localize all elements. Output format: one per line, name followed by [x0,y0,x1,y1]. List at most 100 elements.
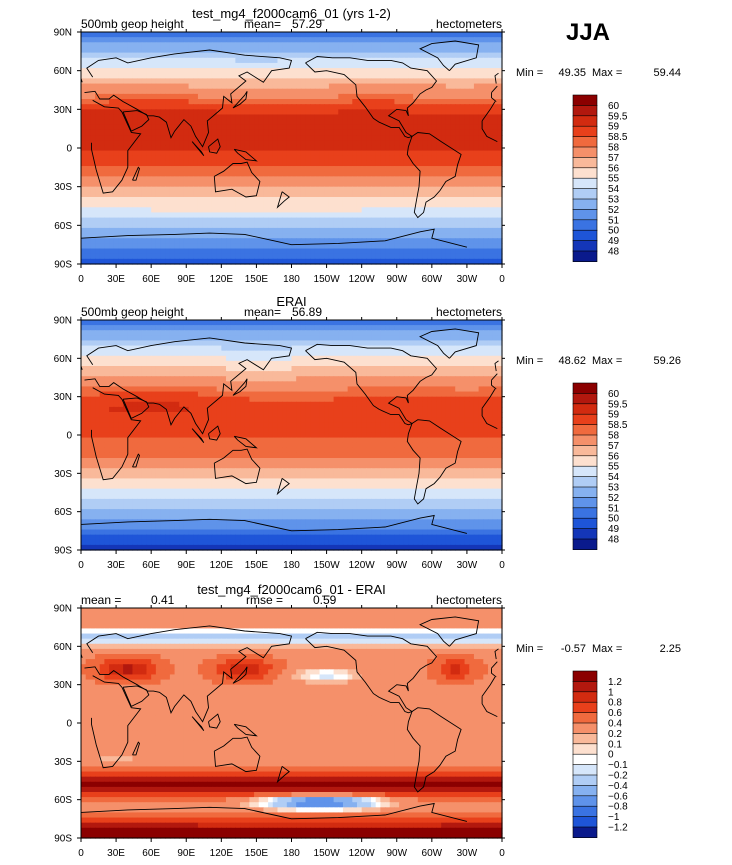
heatmap-cell [291,176,297,183]
heatmap-cell [427,57,433,64]
heatmap-cell [249,73,255,79]
heatmap-cell [445,83,452,90]
heatmap-cell [366,340,372,347]
heatmap-cell [413,345,419,352]
heatmap-cell [85,366,91,372]
heatmap-cell [104,57,110,64]
heatmap-cell [497,114,503,121]
heatmap-cell [263,196,269,203]
heatmap-cell [272,129,279,136]
heatmap-cell [221,253,227,260]
heatmap-cell [183,325,190,331]
heatmap-cell [469,325,475,331]
heatmap-cell [169,222,176,229]
heatmap-cell [361,145,367,152]
heatmap-cell [272,335,279,342]
heatmap-cell [99,52,105,59]
heatmap-cell [441,191,447,198]
heatmap-cell [99,176,105,183]
heatmap-cell [165,52,171,59]
heatmap-cell [305,243,311,250]
heatmap-cell [109,150,115,157]
heatmap-cell [300,88,307,95]
heatmap-cell [249,124,255,131]
heatmap-cell [310,99,316,105]
heatmap-cell [169,355,176,362]
heatmap-cell [160,325,166,331]
heatmap-cell [403,166,410,172]
heatmap-cell [441,109,447,116]
heatmap-cell [277,47,283,54]
heatmap-cell [160,166,166,172]
heatmap-cell [240,145,246,152]
heatmap-cell [328,335,335,342]
heatmap-cell [258,196,265,203]
heatmap-cell [445,233,452,239]
heatmap-cell [385,32,391,38]
heatmap-cell [324,47,330,54]
heatmap-cell [380,37,386,43]
heatmap-cell [268,202,274,208]
heatmap-cell [90,253,96,260]
heatmap-cell [90,345,96,352]
heatmap-cell [277,104,283,110]
heatmap-cell [113,217,120,224]
heatmap-cell [123,176,129,183]
heatmap-cell [109,73,115,79]
heatmap-cell [385,238,391,244]
heatmap-cell [230,243,236,250]
heatmap-cell [151,222,157,229]
heatmap-cell [342,160,349,167]
heatmap-cell [95,114,101,121]
heatmap-cell [464,191,470,198]
heatmap-cell [385,109,391,116]
heatmap-cell [389,145,396,152]
heatmap-cell [291,186,297,193]
heatmap-cell [487,104,494,110]
heatmap-cell [226,233,232,239]
heatmap-cell [113,248,120,255]
heatmap-cell [95,325,101,331]
heatmap-cell [487,47,494,54]
heatmap-cell [375,186,381,193]
heatmap-cell [141,78,148,85]
heatmap-cell [258,325,265,331]
heatmap-cell [141,217,148,224]
heatmap-cell [403,140,410,147]
heatmap-cell [328,57,335,64]
heatmap-cell [272,93,279,100]
heatmap-cell [104,129,110,136]
heatmap-cell [366,258,372,265]
heatmap-cell [314,119,321,126]
heatmap-cell [202,104,208,110]
heatmap-cell [230,109,236,116]
heatmap-cell [155,176,162,183]
heatmap-cell [183,350,190,357]
heatmap-cell [155,78,162,85]
heatmap-cell [272,160,279,167]
heatmap-cell [403,243,410,250]
heatmap-cell [478,32,484,38]
heatmap-cell [464,355,470,362]
heatmap-cell [296,258,302,265]
heatmap-cell [174,320,180,326]
heatmap-cell [272,222,279,229]
heatmap-cell [95,109,101,116]
heatmap-cell [310,350,316,357]
heatmap-cell [431,335,438,342]
heatmap-cell [240,78,246,85]
heatmap-cell [417,88,424,95]
heatmap-cell [282,32,288,38]
heatmap-cell [165,140,171,147]
heatmap-cell [361,360,367,367]
heatmap-cell [310,227,316,234]
heatmap-cell [244,32,250,38]
heatmap-cell [310,335,316,342]
heatmap-cell [487,330,494,336]
heatmap-cell [385,78,391,85]
heatmap-cell [492,129,498,136]
heatmap-cell [155,114,162,121]
heatmap-cell [193,42,199,49]
heatmap-cell [193,176,199,183]
